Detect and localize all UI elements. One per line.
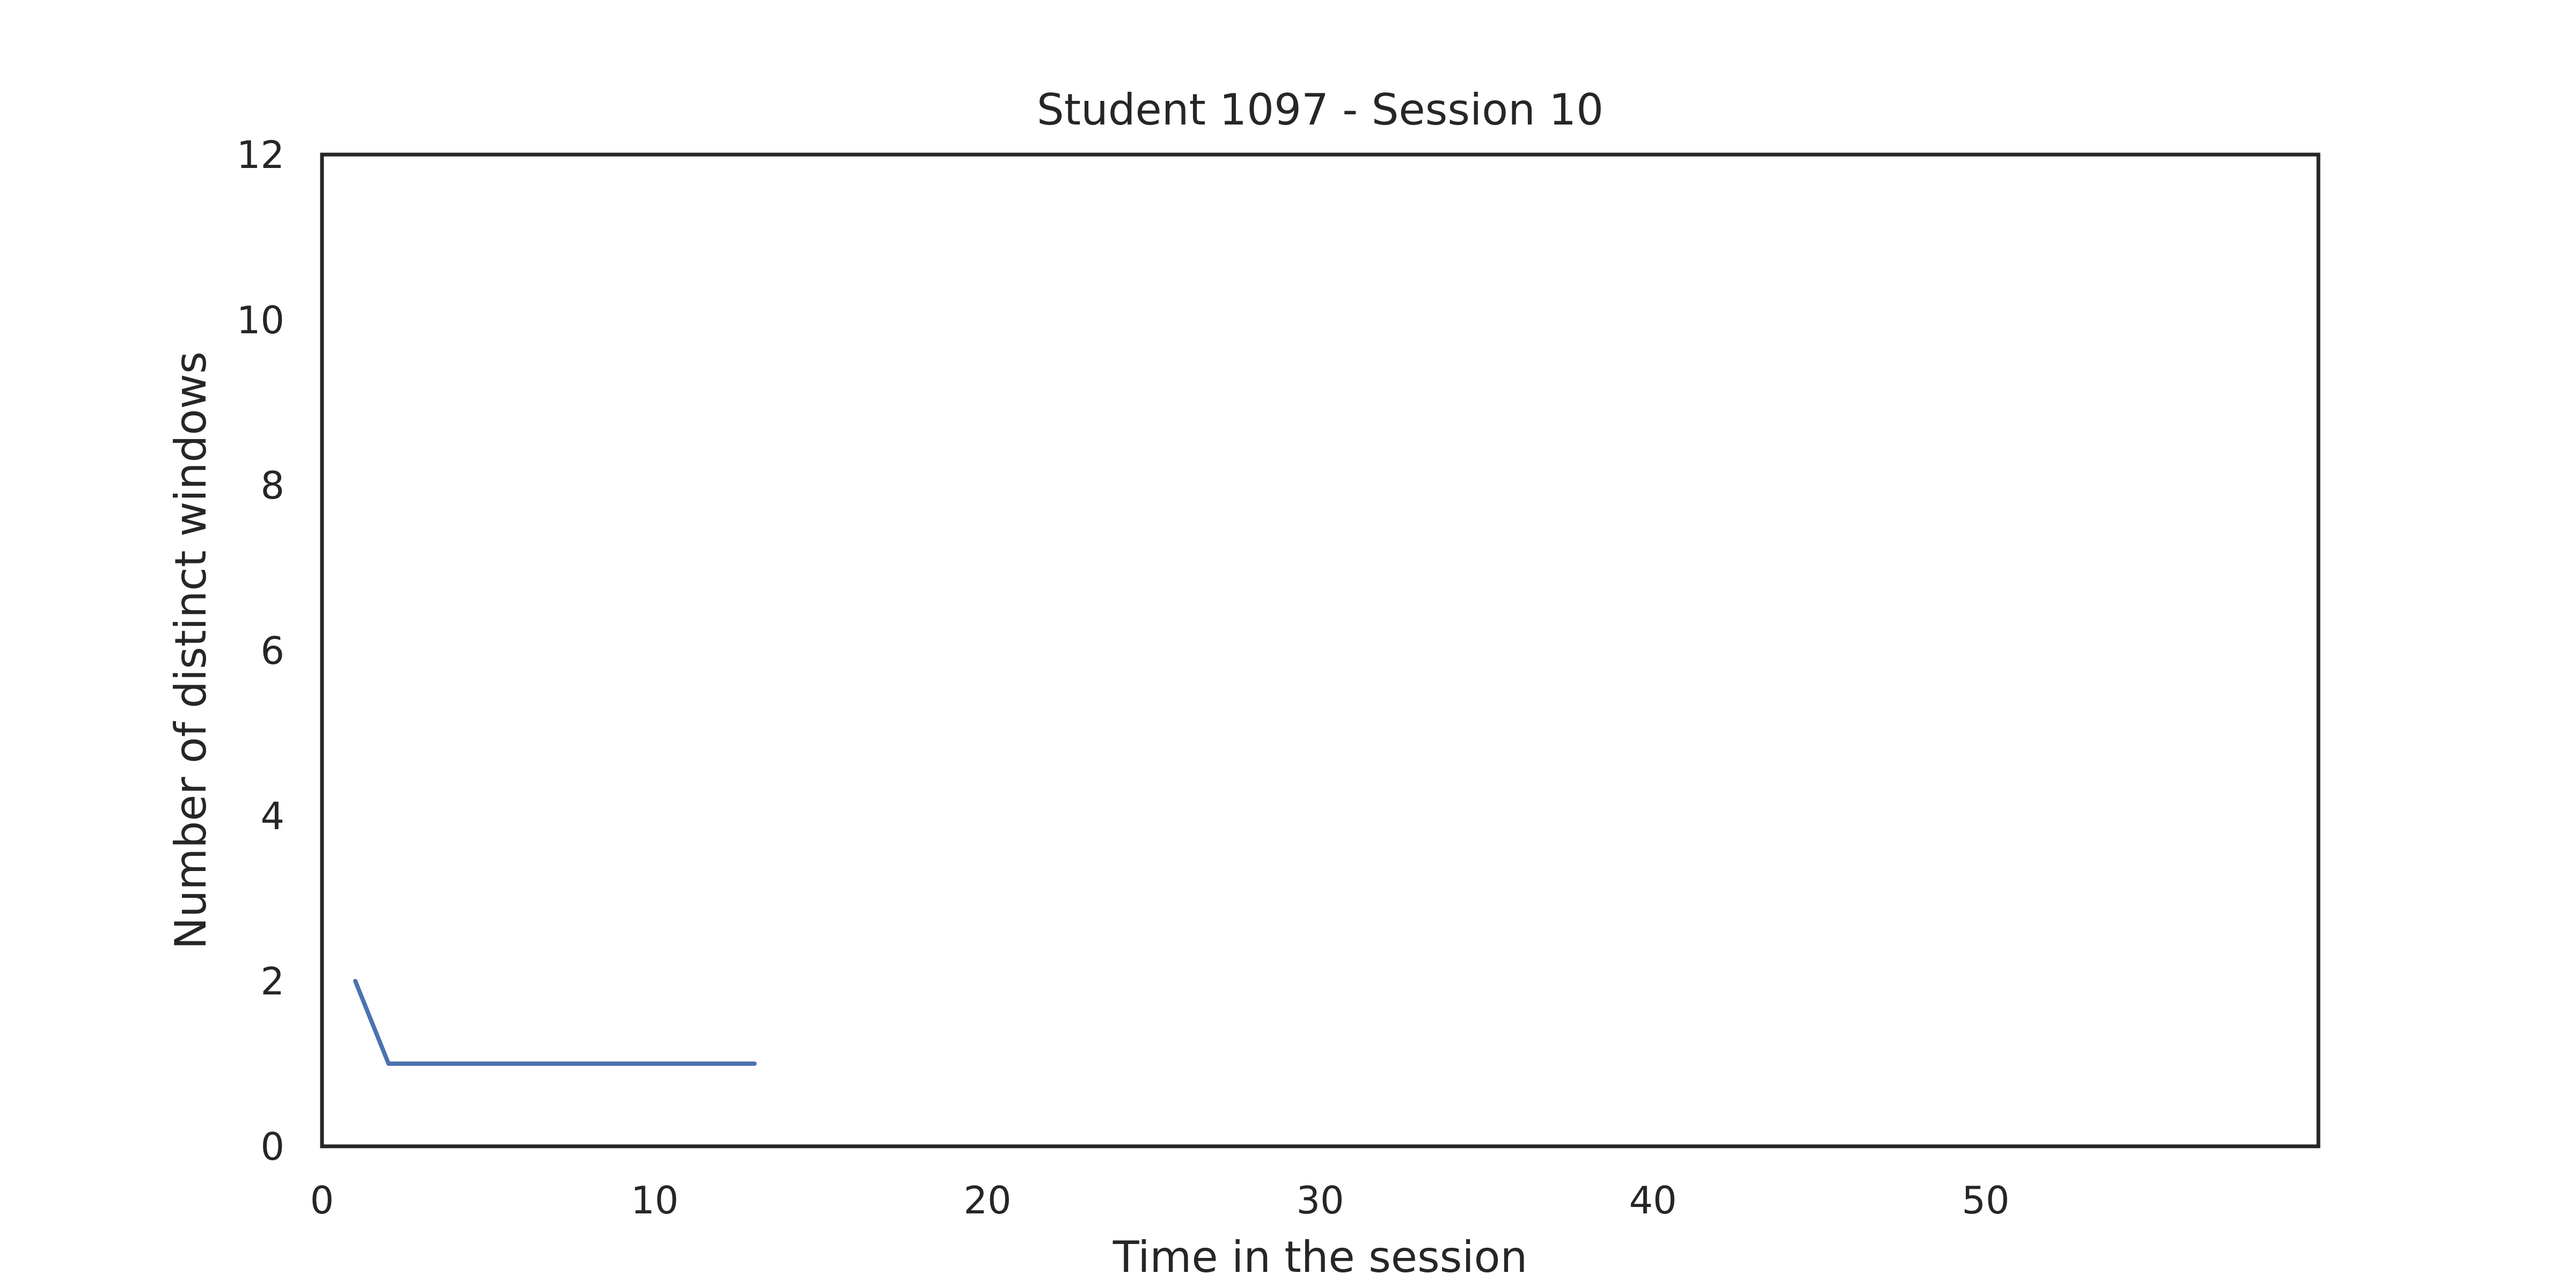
y-tick-label: 6 <box>260 629 284 673</box>
y-tick-label: 12 <box>237 133 284 177</box>
x-tick-label: 30 <box>1296 1179 1344 1223</box>
chart-title: Student 1097 - Session 10 <box>1037 85 1604 135</box>
y-tick-label: 4 <box>260 794 284 838</box>
y-tick-label: 2 <box>260 960 284 1004</box>
x-tick-label: 20 <box>963 1179 1011 1223</box>
x-axis-label: Time in the session <box>1113 1232 1527 1282</box>
x-tick-label: 40 <box>1629 1179 1677 1223</box>
x-axis-ticks: 0 10 20 30 40 50 <box>310 1179 2010 1223</box>
plot-frame <box>320 152 2321 1148</box>
series-line <box>353 979 757 1066</box>
x-tick-label: 10 <box>631 1179 678 1223</box>
y-axis-ticks: 0 2 4 6 8 10 12 <box>237 133 284 1169</box>
y-tick-label: 8 <box>260 464 284 508</box>
y-tick-label: 10 <box>237 298 284 342</box>
x-tick-label: 50 <box>1962 1179 2009 1223</box>
x-tick-label: 0 <box>310 1179 334 1223</box>
plot-area <box>320 152 2321 1148</box>
y-tick-label: 0 <box>260 1125 284 1169</box>
y-axis-label: Number of distinct windows <box>166 352 216 949</box>
series-layer <box>353 979 757 1066</box>
